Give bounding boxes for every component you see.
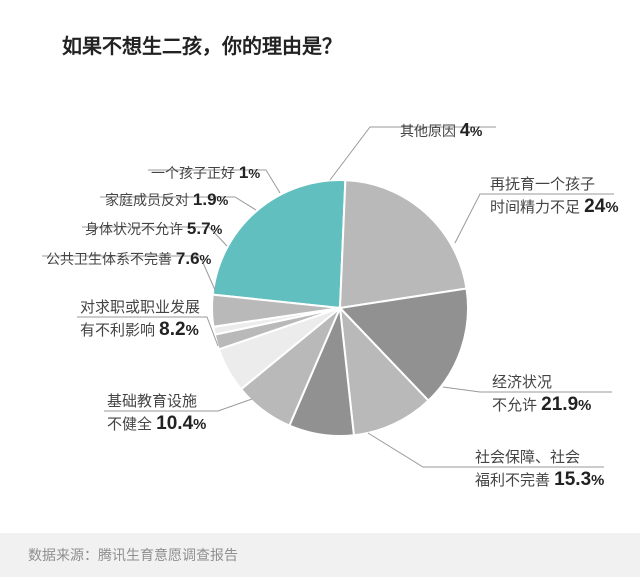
label-value-education: 10.4% bbox=[156, 413, 206, 434]
label-career: 对求职或职业发展有不利影响 8.2% bbox=[80, 298, 200, 342]
label-line2-education: 不健全 10.4% bbox=[107, 412, 206, 437]
label-pct-enough: % bbox=[248, 166, 260, 181]
label-line2-welfare: 福利不完善 15.3% bbox=[475, 468, 604, 493]
label-health_sys: 公共卫生体系不完善 7.6% bbox=[46, 248, 211, 270]
label-time: 再抚育一个孩子时间精力不足 24% bbox=[490, 175, 618, 219]
pie-slice-time bbox=[213, 180, 346, 308]
label-pct-education: % bbox=[193, 417, 206, 433]
label-text-health_sys: 公共卫生体系不完善 bbox=[46, 251, 176, 267]
label-pct-career: % bbox=[186, 323, 199, 339]
label-value-health_sys: 7.6% bbox=[176, 249, 211, 268]
label-text1-education: 基础教育设施 bbox=[107, 392, 206, 412]
label-line2-time: 时间精力不足 24% bbox=[490, 195, 618, 220]
label-text1-welfare: 社会保障、社会 bbox=[475, 448, 604, 468]
label-pct-other: % bbox=[470, 123, 482, 139]
label-text1-career: 对求职或职业发展 bbox=[80, 298, 200, 318]
label-value-welfare: 15.3% bbox=[554, 469, 604, 490]
label-text1-economy: 经济状况 bbox=[492, 373, 591, 393]
chart-stage: 如果不想生二孩，你的理由是？ 再抚育一个孩子时间精力不足 24% 经济状况不允许 … bbox=[0, 0, 640, 577]
label-text2-career: 有不利影响 bbox=[80, 322, 159, 339]
label-welfare: 社会保障、社会福利不完善 15.3% bbox=[475, 448, 604, 492]
source-prefix: 数据来源： bbox=[28, 547, 98, 563]
label-family: 家庭成员反对 1.9% bbox=[105, 189, 228, 211]
label-other: 其他原因 4% bbox=[400, 119, 482, 142]
label-text2-economy: 不允许 bbox=[492, 397, 541, 414]
label-value-enough: 1% bbox=[239, 163, 260, 182]
label-pct-health_sys: % bbox=[200, 252, 212, 267]
pie-slice-economy bbox=[340, 180, 467, 308]
label-pct-welfare: % bbox=[591, 473, 604, 489]
label-text-family: 家庭成员反对 bbox=[105, 192, 193, 208]
label-enough: 一个孩子正好 1% bbox=[151, 162, 260, 184]
label-pct-body: % bbox=[211, 222, 223, 237]
label-text1-time: 再抚育一个孩子 bbox=[490, 175, 618, 195]
label-value-career: 8.2% bbox=[159, 319, 199, 340]
label-pct-economy: % bbox=[578, 398, 591, 414]
source-text: 腾讯生育意愿调查报告 bbox=[98, 547, 238, 563]
label-body: 身体状况不允许 5.7% bbox=[85, 218, 222, 240]
label-value-other: 4% bbox=[460, 120, 483, 140]
label-line2-career: 有不利影响 8.2% bbox=[80, 318, 200, 343]
label-economy: 经济状况不允许 21.9% bbox=[492, 373, 591, 417]
label-value-time: 24% bbox=[584, 196, 618, 217]
label-text2-time: 时间精力不足 bbox=[490, 199, 584, 216]
label-text2-welfare: 福利不完善 bbox=[475, 472, 554, 489]
source-bar: 数据来源：腾讯生育意愿调查报告 bbox=[0, 533, 640, 577]
label-value-body: 5.7% bbox=[187, 219, 222, 238]
label-pct-family: % bbox=[217, 193, 229, 208]
label-text2-education: 不健全 bbox=[107, 416, 156, 433]
label-education: 基础教育设施不健全 10.4% bbox=[107, 392, 206, 436]
label-value-economy: 21.9% bbox=[541, 394, 591, 415]
label-pct-time: % bbox=[605, 200, 618, 216]
label-text-other: 其他原因 bbox=[400, 123, 460, 139]
label-line2-economy: 不允许 21.9% bbox=[492, 393, 591, 418]
label-text-enough: 一个孩子正好 bbox=[151, 165, 239, 181]
chart-title: 如果不想生二孩，你的理由是？ bbox=[62, 30, 342, 59]
label-text-body: 身体状况不允许 bbox=[85, 221, 187, 237]
label-value-family: 1.9% bbox=[193, 190, 228, 209]
